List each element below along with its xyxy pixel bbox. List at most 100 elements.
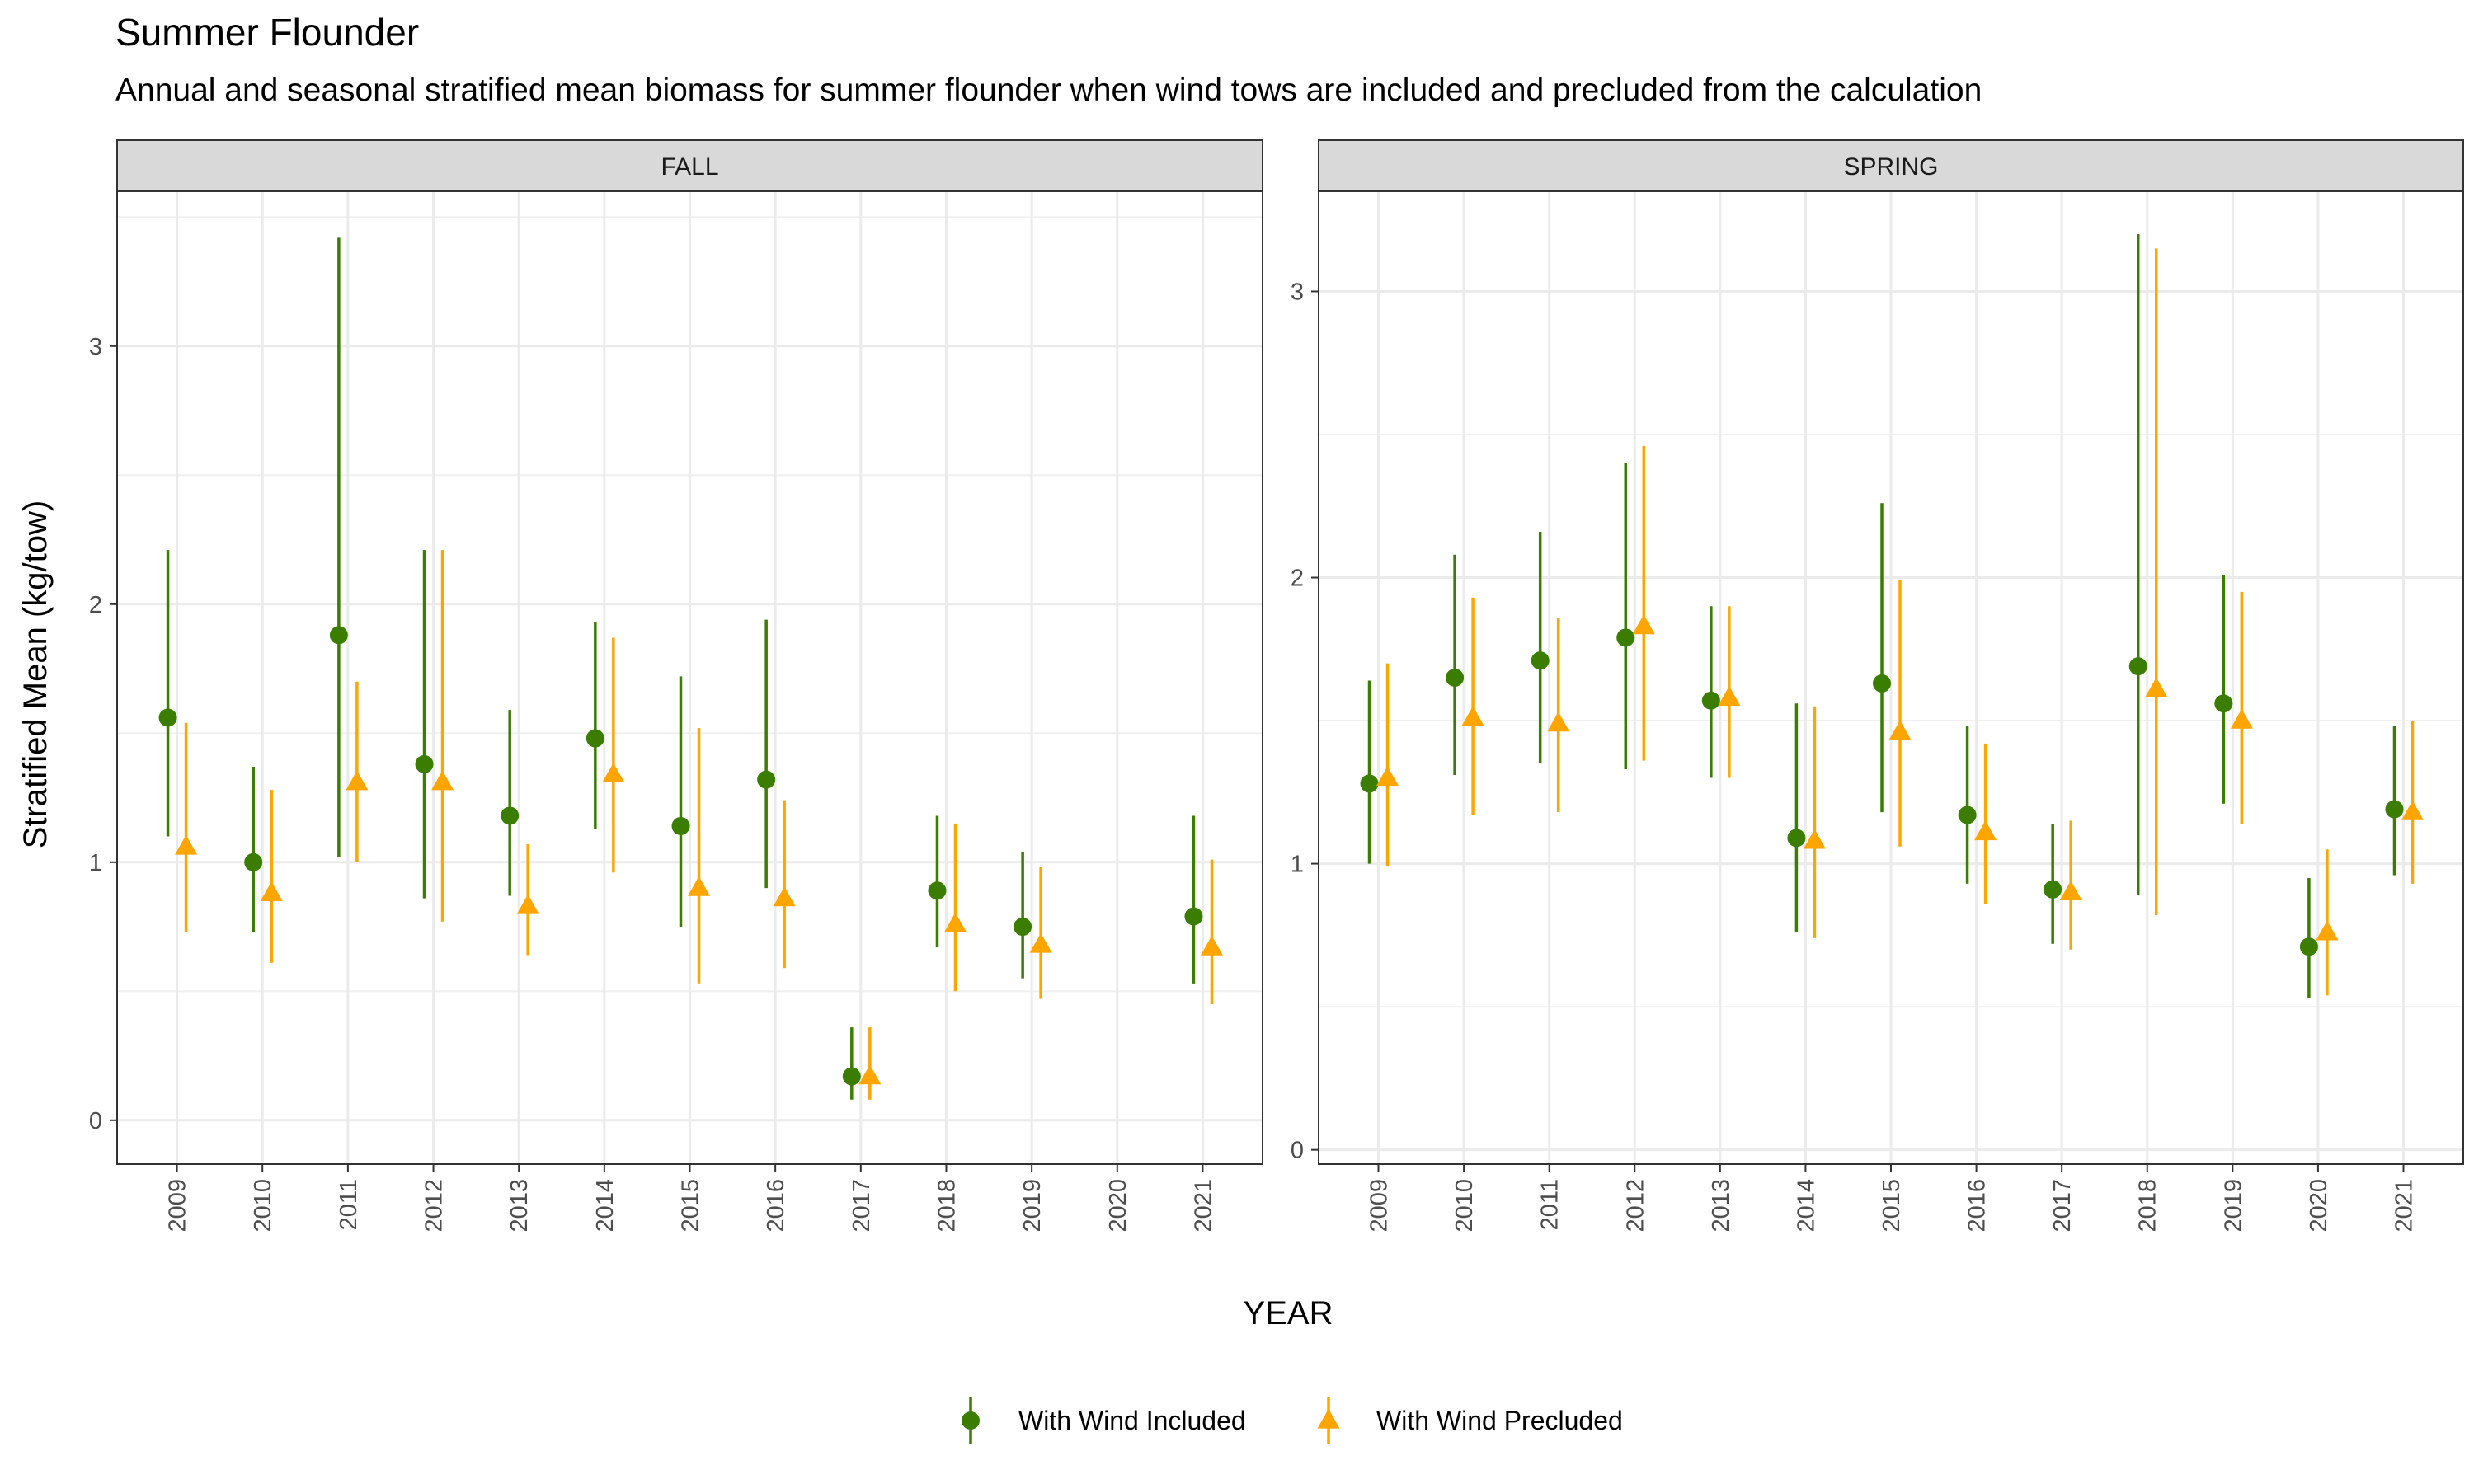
- data-point: [329, 626, 348, 645]
- y-tick-label: 0: [89, 1108, 102, 1134]
- data-point: [1014, 918, 1032, 937]
- data-point: [671, 816, 690, 835]
- y-tick-label: 1: [1291, 852, 1304, 878]
- legend-key-marker: [962, 1411, 980, 1430]
- data-point: [2385, 800, 2404, 819]
- data-point: [1958, 805, 1977, 824]
- data-point: [501, 806, 520, 825]
- data-point: [260, 881, 283, 902]
- x-tick-label: 2015: [678, 1179, 704, 1233]
- legend-item-precluded: With Wind Precluded: [1317, 1397, 1623, 1444]
- data-point: [928, 881, 947, 900]
- x-tick-label: 2019: [2220, 1179, 2246, 1233]
- x-tick-label: 2016: [1964, 1179, 1991, 1233]
- x-tick-label: 2020: [1105, 1179, 1131, 1233]
- x-tick-label: 2017: [849, 1179, 875, 1233]
- x-axis-title: YEAR: [1244, 1295, 1333, 1331]
- y-axis-title: Stratified Mean (kg/tow): [17, 500, 54, 848]
- x-tick-label: 2018: [934, 1179, 960, 1233]
- series-with-wind-included: [1360, 234, 2404, 998]
- x-tick-label: 2016: [763, 1179, 789, 1233]
- data-point: [1446, 669, 1465, 687]
- data-point: [1547, 711, 1570, 732]
- x-tick-label: 2014: [1793, 1179, 1819, 1233]
- x-tick-label: 2013: [1708, 1179, 1734, 1233]
- x-tick-label: 2012: [1622, 1179, 1649, 1233]
- series-with-wind-precluded: [1376, 248, 2424, 996]
- data-point: [2401, 800, 2424, 820]
- data-point: [1360, 774, 1379, 793]
- data-point: [1873, 674, 1891, 693]
- x-tick-label: 2009: [1366, 1179, 1393, 1233]
- x-tick-label: 2014: [592, 1179, 618, 1233]
- data-point: [1974, 820, 1997, 841]
- y-tick-label: 2: [1291, 566, 1304, 592]
- chart-title: Summer Flounder: [115, 11, 420, 54]
- data-point: [1718, 686, 1741, 706]
- x-tick-label: 2015: [1879, 1179, 1905, 1233]
- data-point: [2059, 881, 2082, 900]
- facet-strip-label: FALL: [661, 153, 718, 181]
- data-point: [1632, 614, 1655, 635]
- data-point: [2214, 694, 2233, 713]
- data-point: [586, 729, 604, 748]
- x-tick-label: 2018: [2135, 1179, 2161, 1233]
- data-point: [688, 876, 710, 896]
- x-tick-label: 2021: [2391, 1179, 2417, 1233]
- x-tick-label: 2010: [1451, 1179, 1478, 1233]
- legend-key-marker: [1317, 1408, 1340, 1429]
- panel-border: [1318, 190, 2464, 1165]
- panel-border: [116, 190, 1263, 1165]
- data-point: [2230, 708, 2253, 729]
- data-point: [2145, 677, 2168, 697]
- data-point: [1200, 935, 1223, 956]
- data-point: [1376, 766, 1399, 787]
- series-with-wind-precluded: [175, 550, 1223, 1100]
- x-tick-label: 2011: [1537, 1179, 1564, 1230]
- data-point: [858, 1064, 882, 1085]
- data-point: [2128, 657, 2147, 676]
- x-tick-label: 2017: [2049, 1179, 2076, 1233]
- data-point: [842, 1067, 861, 1086]
- y-tick-label: 1: [89, 850, 102, 876]
- legend-label: With Wind Included: [1018, 1406, 1246, 1435]
- data-point: [1888, 720, 1912, 740]
- chart-subtitle: Annual and seasonal stratified mean biom…: [115, 73, 1982, 108]
- data-point: [2316, 920, 2339, 941]
- series-with-wind-included: [158, 237, 1203, 1100]
- data-point: [175, 834, 198, 855]
- data-point: [1029, 932, 1052, 953]
- y-tick-label: 3: [89, 334, 102, 360]
- x-tick-label: 2010: [250, 1179, 276, 1233]
- data-point: [1531, 651, 1550, 670]
- data-point: [1184, 907, 1203, 926]
- facet-panel-spring: SPRING 0 1 2 3 2009 2010 2011 2012 2013 2014 2015 20…: [1291, 139, 2464, 1233]
- x-tick-label: 2012: [421, 1179, 448, 1233]
- data-point: [602, 763, 625, 783]
- data-point: [1701, 691, 1720, 710]
- data-point: [1461, 706, 1484, 726]
- data-point: [415, 754, 434, 773]
- legend-label: With Wind Precluded: [1376, 1406, 1623, 1435]
- data-point: [346, 770, 369, 791]
- data-point: [757, 770, 776, 789]
- data-point: [158, 708, 177, 727]
- y-tick-label: 3: [1291, 279, 1304, 305]
- data-point: [244, 852, 263, 871]
- data-point: [2299, 937, 2318, 956]
- x-tick-label: 2019: [1019, 1179, 1046, 1233]
- x-tick-label: 2013: [506, 1179, 533, 1233]
- x-tick-label: 2020: [2306, 1179, 2332, 1233]
- data-point: [516, 894, 539, 914]
- facet-panel-fall: FALL 0 1 2 3 2009 2010 2011 2012 2013 2014 2015 2016…: [89, 139, 1263, 1233]
- data-point: [1803, 829, 1826, 849]
- x-tick-label: 2021: [1190, 1179, 1216, 1233]
- facet-strip: [1318, 139, 2464, 192]
- data-point: [2044, 880, 2062, 899]
- facet-strip-label: SPRING: [1843, 153, 1938, 181]
- data-point: [1787, 829, 1806, 848]
- y-tick-label: 0: [1291, 1138, 1304, 1164]
- y-tick-label: 2: [89, 592, 102, 618]
- legend: With Wind Included With Wind Precluded: [962, 1397, 1623, 1444]
